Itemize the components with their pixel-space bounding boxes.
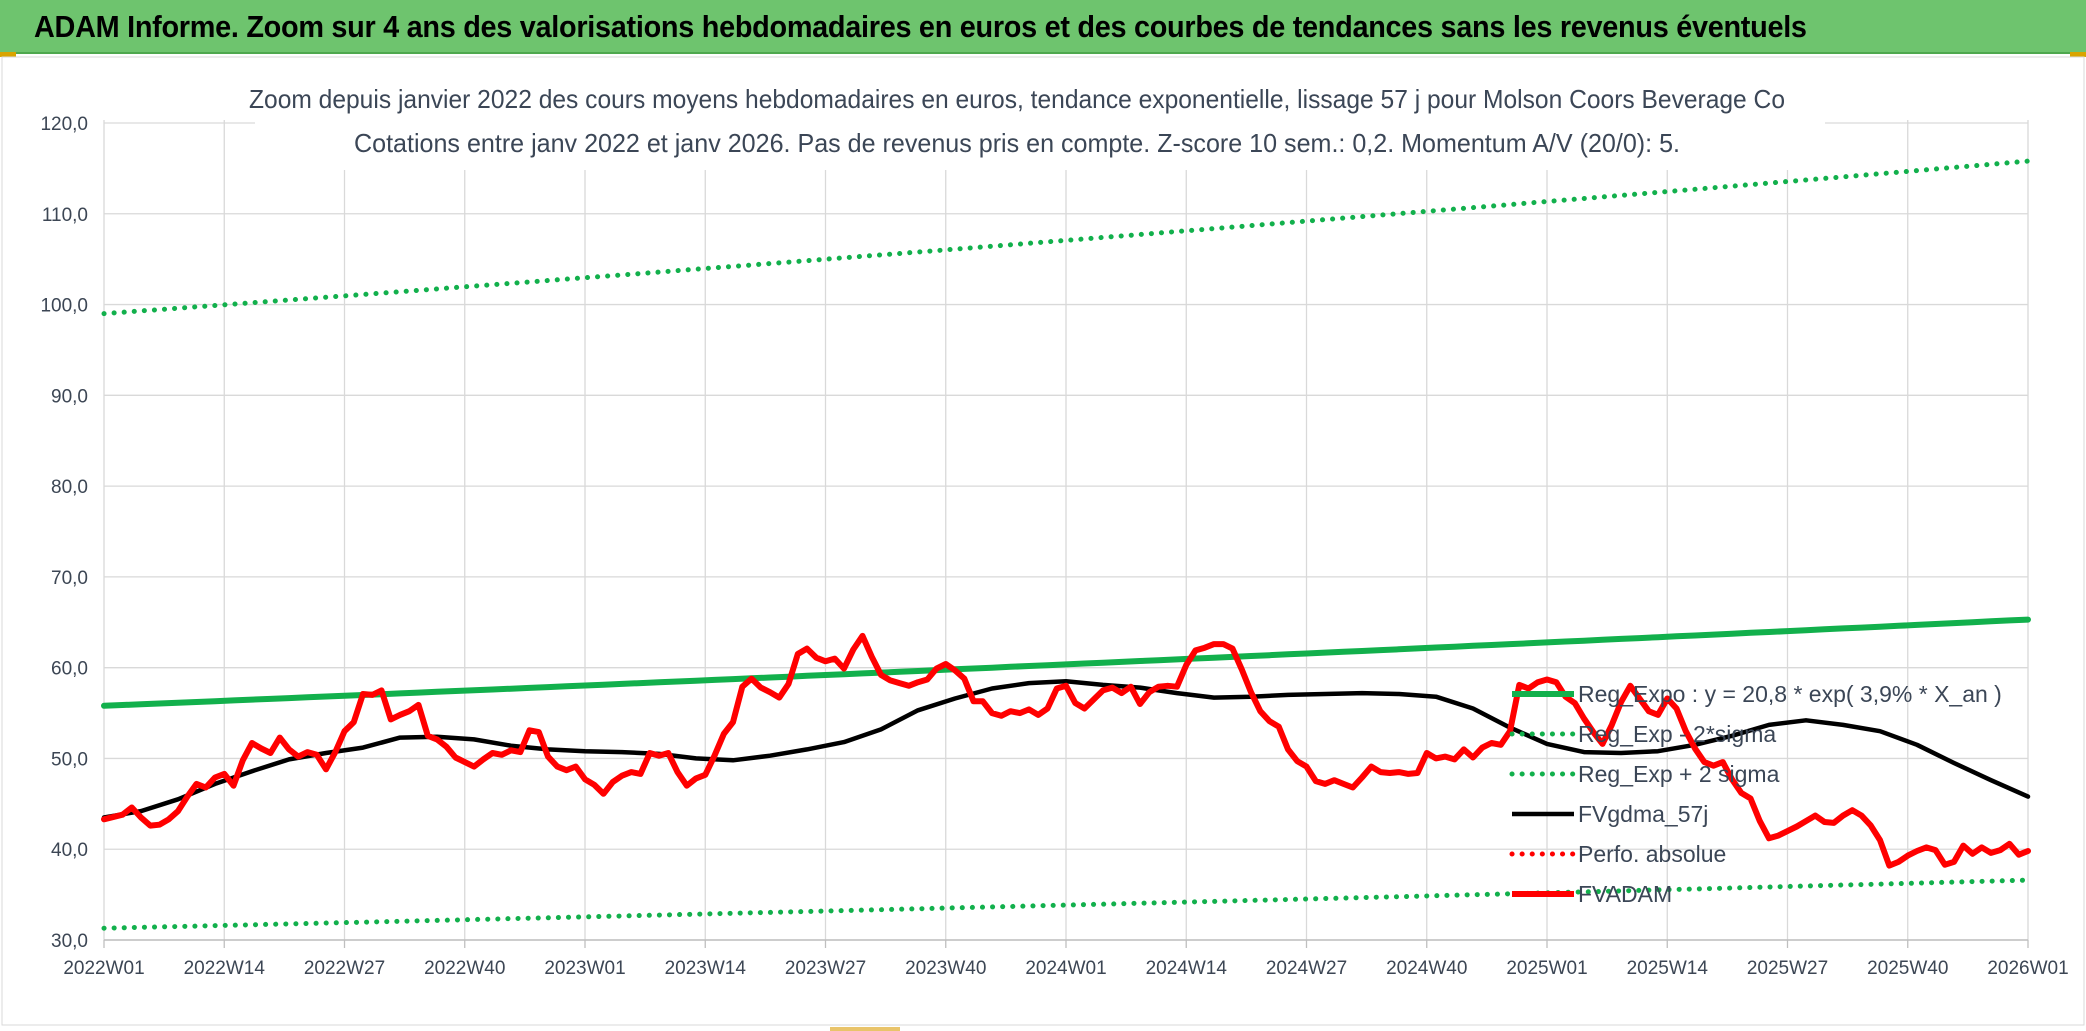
y-tick-label: 90,0 <box>51 386 88 407</box>
line-chart: 30,0 40,0 50,0 60,0 70,0 80,0 90,0 100,0 110,0 12… <box>1 56 2085 1026</box>
report-title: ADAM Informe. Zoom sur 4 ans des valoris… <box>34 9 1807 44</box>
y-tick-label: 40,0 <box>51 840 88 861</box>
x-tick-label: 2022W40 <box>424 958 505 979</box>
legend-label-1: Reg_Exp - 2*sigma <box>1578 721 1776 747</box>
x-tick-label: 2023W14 <box>665 958 747 979</box>
x-tick-label: 2023W27 <box>785 958 866 979</box>
chart-area <box>1 56 2085 1026</box>
series-line-0 <box>101 616 2031 709</box>
y-tick-label: 60,0 <box>51 659 88 680</box>
x-tick-label: 2022W14 <box>184 958 266 979</box>
legend: Reg_Expo : y = 20,8 * exp( 3,9% * X_an )… <box>1509 681 2002 907</box>
y-tick-label: 50,0 <box>51 749 88 770</box>
chart-subtitle: Cotations entre janv 2022 et janv 2026. … <box>354 128 1680 158</box>
x-axis-ticks: 2022W01 2022W14 2022W27 2022W40 2023W01 2023W… <box>63 958 2068 979</box>
sheet-tab-mark <box>830 1027 900 1031</box>
chart-title: Zoom depuis janvier 2022 des cours moyen… <box>249 84 1785 114</box>
x-tick-label: 2024W14 <box>1146 958 1228 979</box>
x-tick-label: 2022W27 <box>304 958 385 979</box>
x-tick-label: 2025W40 <box>1867 958 1948 979</box>
x-tick-label: 2026W01 <box>1987 958 2068 979</box>
series-line-3 <box>101 679 2031 820</box>
legend-label-5: FVADAM <box>1578 881 1672 907</box>
y-tick-label: 30,0 <box>51 931 88 952</box>
y-tick-label: 70,0 <box>51 568 88 589</box>
banner-corner-left <box>0 52 16 57</box>
chart-title-box <box>255 78 1825 170</box>
series-line-5 <box>101 632 2031 869</box>
series-line-1 <box>101 877 2031 931</box>
y-tick-label: 80,0 <box>51 477 88 498</box>
x-tick-label: 2024W40 <box>1386 958 1467 979</box>
series-group <box>101 158 2031 931</box>
x-tick-label: 2024W01 <box>1025 958 1106 979</box>
x-tick-label: 2025W01 <box>1506 958 1587 979</box>
x-tick-label: 2025W14 <box>1627 958 1709 979</box>
y-axis-ticks: 30,0 40,0 50,0 60,0 70,0 80,0 90,0 100,0 110,0 12… <box>40 114 88 952</box>
series-line-2 <box>101 158 2031 317</box>
x-tick-label: 2023W40 <box>905 958 986 979</box>
y-tick-label: 120,0 <box>40 114 88 135</box>
x-tick-label: 2023W01 <box>544 958 625 979</box>
x-tick-label: 2024W27 <box>1266 958 1347 979</box>
y-tick-label: 100,0 <box>40 296 88 317</box>
y-tick-label: 110,0 <box>42 205 88 226</box>
x-tick-label: 2025W27 <box>1747 958 1828 979</box>
report-banner: ADAM Informe. Zoom sur 4 ans des valoris… <box>0 0 2086 54</box>
legend-label-3: FVgdma_57j <box>1578 801 1708 827</box>
banner-corner-right <box>2070 52 2086 57</box>
legend-label-0: Reg_Expo : y = 20,8 * exp( 3,9% * X_an ) <box>1578 681 2002 707</box>
legend-label-2: Reg_Exp + 2 sigma <box>1578 761 1780 787</box>
legend-label-4: Perfo. absolue <box>1578 841 1726 867</box>
x-tick-label: 2022W01 <box>63 958 144 979</box>
